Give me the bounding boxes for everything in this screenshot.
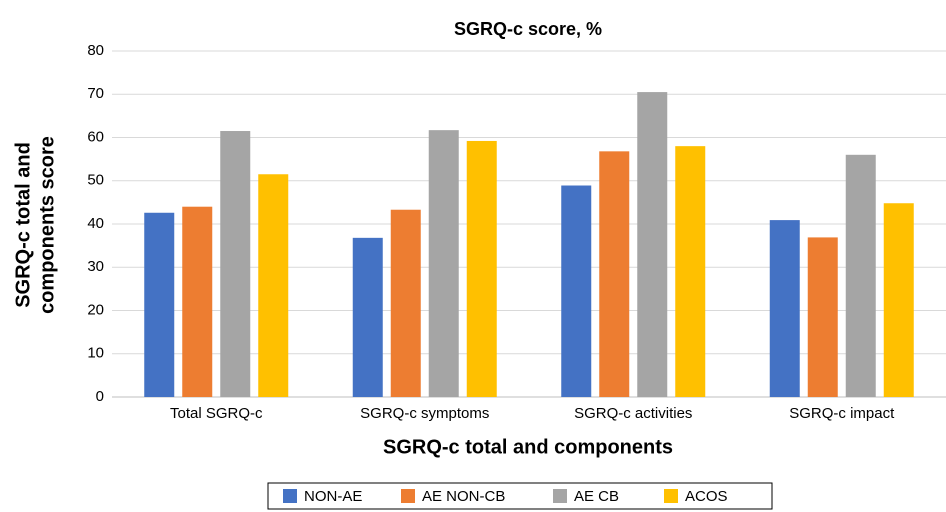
legend-label: AE CB: [574, 488, 619, 505]
legend-box: [267, 482, 773, 510]
chart-title: SGRQ-c score, %: [454, 19, 602, 39]
x-tick-label: SGRQ-c activities: [574, 405, 692, 422]
y-axis-title-line: components score: [36, 136, 58, 314]
bar: [769, 220, 800, 397]
bar: [182, 206, 213, 397]
bar: [807, 237, 838, 397]
bar: [883, 203, 914, 397]
y-tick-label: 60: [87, 128, 104, 145]
bar: [675, 146, 706, 397]
bar: [258, 174, 289, 397]
y-tick-label: 30: [87, 258, 104, 275]
y-tick-label: 80: [87, 42, 104, 59]
y-axis-title-line: SGRQ-c total and: [12, 142, 34, 308]
bar: [220, 131, 251, 397]
bar: [637, 92, 668, 398]
y-axis-title: SGRQ-c total and components score: [12, 136, 58, 314]
bar: [144, 212, 175, 397]
y-tick-label: 70: [87, 85, 104, 102]
legend-swatch: [401, 489, 415, 503]
bar: [428, 130, 459, 397]
bar: [390, 209, 421, 397]
legend-swatch: [553, 489, 567, 503]
y-tick-label: 0: [96, 388, 104, 405]
x-tick-label: SGRQ-c symptoms: [360, 405, 489, 422]
bar: [599, 151, 630, 397]
y-tick-label: 50: [87, 172, 104, 189]
bar: [466, 140, 497, 397]
legend-swatch: [283, 489, 297, 503]
bar: [352, 237, 383, 397]
legend-label: NON-AE: [304, 488, 362, 505]
bar: [845, 154, 876, 397]
legend-label: ACOS: [685, 488, 728, 505]
bar: [561, 185, 592, 397]
x-tick-label: Total SGRQ-c: [170, 405, 263, 422]
legend-swatch: [664, 489, 678, 503]
y-tick-label: 20: [87, 301, 104, 318]
y-tick-label: 10: [87, 345, 104, 362]
x-axis-title: SGRQ-c total and components: [383, 436, 673, 458]
x-tick-label: SGRQ-c impact: [789, 405, 895, 422]
legend-label: AE NON-CB: [422, 488, 505, 505]
y-tick-label: 40: [87, 215, 104, 232]
